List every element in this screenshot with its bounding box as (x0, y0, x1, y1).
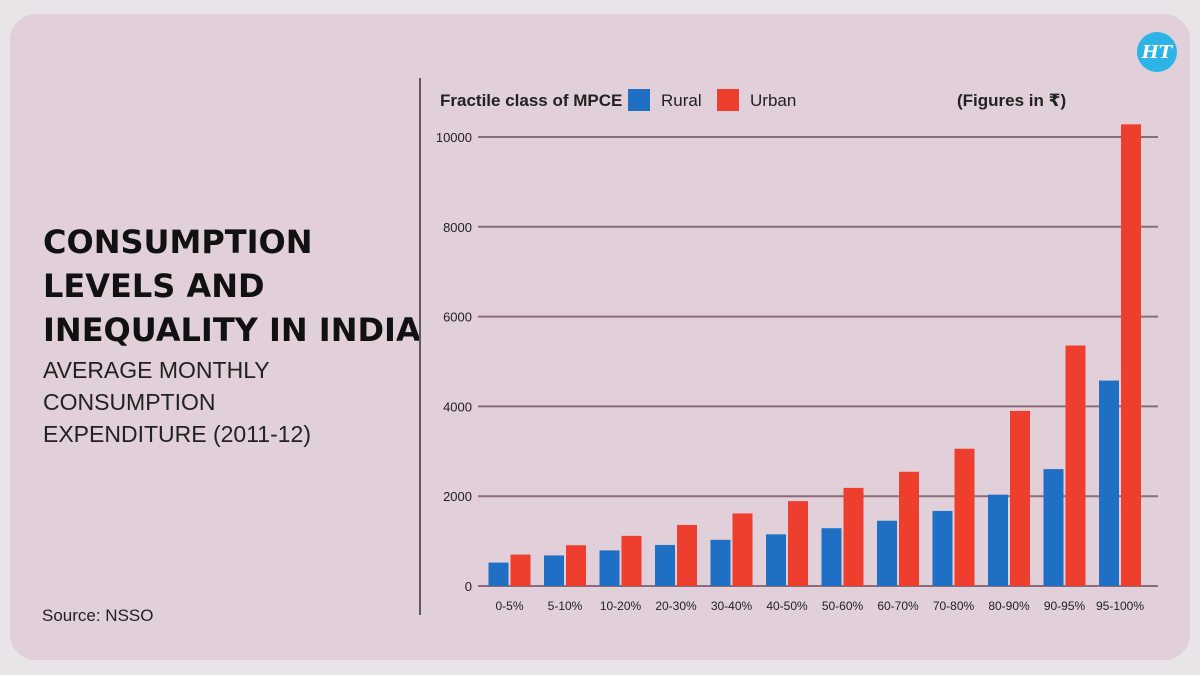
y-tick-labels: 0 2000 4000 6000 8000 10000 (436, 130, 472, 594)
x-tick-label: 0-5% (495, 599, 523, 613)
x-tick-label: 40-50% (766, 599, 808, 613)
bar-urban-8 (899, 471, 919, 586)
y-tick-label: 6000 (443, 310, 472, 325)
bars (488, 124, 1141, 587)
x-tick-label: 60-70% (877, 599, 919, 613)
bar-rural-7 (821, 528, 842, 586)
bar-rural-11 (1043, 469, 1064, 586)
y-tick-label: 4000 (443, 399, 472, 414)
legend-label-rural: Rural (661, 91, 702, 110)
bar-urban-9 (954, 448, 975, 586)
legend-title: Fractile class of MPCE (440, 91, 622, 110)
bar-rural-4 (655, 544, 675, 586)
bar-rural-8 (877, 520, 897, 586)
bar-urban-5 (732, 513, 753, 586)
x-tick-label: 80-90% (988, 599, 1030, 613)
legend-label-urban: Urban (750, 91, 796, 110)
y-tick-label: 10000 (436, 130, 472, 145)
x-tick-label: 50-60% (822, 599, 864, 613)
source-note: Source: NSSO (42, 606, 154, 625)
bar-rural-12 (1099, 380, 1119, 586)
bar-rural-2 (544, 555, 564, 586)
vertical-divider (419, 78, 421, 615)
y-tick-label: 8000 (443, 220, 472, 235)
page-subtitle: AVERAGE MONTHLY CONSUMPTION EXPENDITURE … (43, 357, 311, 447)
bar-urban-12 (1121, 124, 1141, 587)
logo-text: HT (1141, 41, 1173, 63)
bar-urban-7 (843, 487, 864, 586)
bar-rural-10 (988, 494, 1008, 586)
bar-rural-5 (710, 539, 731, 586)
units-note: (Figures in ₹) (957, 91, 1066, 110)
bar-urban-11 (1065, 345, 1086, 586)
bar-urban-4 (677, 524, 697, 586)
x-tick-label: 95-100% (1096, 599, 1144, 613)
y-tick-label: 2000 (443, 489, 472, 504)
bar-urban-6 (788, 501, 808, 586)
x-tick-label: 30-40% (711, 599, 753, 613)
bar-urban-10 (1010, 410, 1030, 586)
y-tick-label: 0 (465, 579, 472, 594)
page-title: CONSUMPTION LEVELS AND INEQUALITY IN IND… (43, 223, 421, 349)
bar-urban-1 (510, 554, 531, 586)
legend: Fractile class of MPCE Rural Urban (Figu… (440, 89, 1066, 111)
bar-rural-1 (488, 562, 509, 586)
bar-rural-3 (599, 550, 620, 586)
x-tick-label: 10-20% (600, 599, 642, 613)
bar-urban-2 (566, 545, 586, 586)
bar-rural-9 (932, 510, 953, 586)
x-tick-label: 5-10% (548, 599, 583, 613)
legend-swatch-urban (717, 89, 739, 111)
legend-swatch-rural (628, 89, 650, 111)
x-tick-label: 20-30% (655, 599, 697, 613)
x-tick-label: 90-95% (1044, 599, 1086, 613)
bar-urban-3 (621, 535, 642, 586)
x-tick-label: 70-80% (933, 599, 975, 613)
bar-rural-6 (766, 534, 786, 586)
x-tick-labels: 0-5% 5-10% 10-20% 20-30% 30-40% 40-50% 50-60% 6… (495, 599, 1144, 613)
ht-logo: HT (1137, 32, 1177, 72)
